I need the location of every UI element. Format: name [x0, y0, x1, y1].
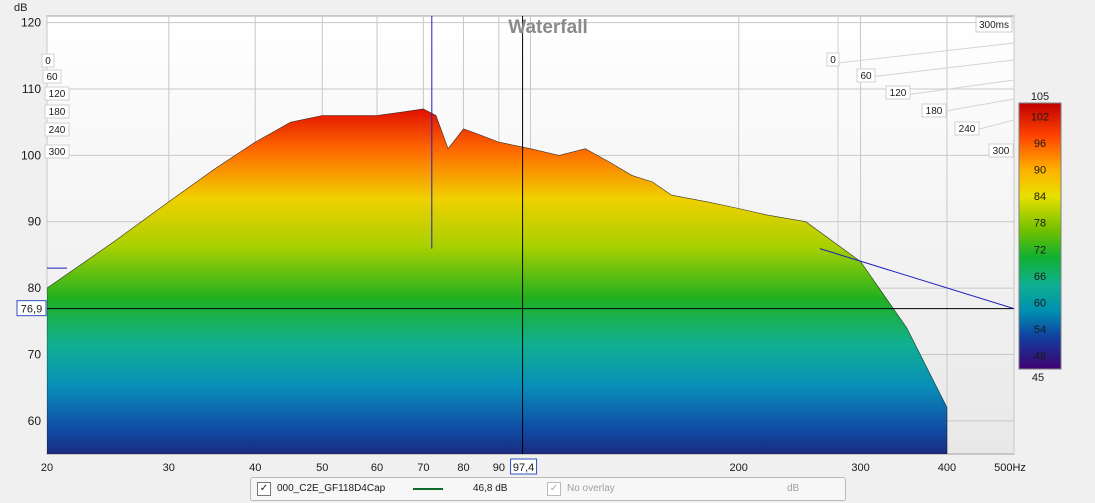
time-tick-label: 240 — [959, 124, 976, 135]
y-axis-label: dB — [14, 2, 27, 14]
time-tick-left-box — [44, 122, 70, 137]
cursor-blue-diag — [819, 248, 1015, 310]
y-cursor-readout: 76,9 — [16, 300, 47, 317]
time-label: 300ms — [979, 20, 1009, 31]
time-tick: 300 — [988, 143, 1014, 158]
time-tick-left: 60 — [42, 69, 62, 84]
colorbar-top-label: 105 — [1031, 91, 1049, 103]
x-tick-label: 300 — [851, 462, 869, 474]
time-tick-box — [921, 103, 947, 118]
x-tick-label: 40 — [249, 462, 261, 474]
time-label-box: 300ms — [975, 16, 1013, 33]
colorbar-tick-label: 90 — [1034, 165, 1046, 177]
waterfall-slice — [47, 108, 948, 454]
time-tick: 120 — [885, 85, 911, 100]
time-tick-left-label: 0 — [45, 56, 51, 67]
x-tick-label: 30 — [163, 462, 175, 474]
time-tick-left-box — [42, 69, 62, 84]
time-grid-line — [861, 59, 1015, 79]
cursor-crosshair: 76,9 97,4 — [16, 16, 1015, 475]
time-tick-left-label: 180 — [49, 107, 66, 118]
time-tick-box — [988, 143, 1014, 158]
x-tick-label: 20 — [41, 462, 53, 474]
x-tick-label: 60 — [371, 462, 383, 474]
time-tick-label: 60 — [860, 71, 872, 82]
time-tick-left-label: 60 — [46, 72, 58, 83]
time-tick-label: 180 — [926, 106, 943, 117]
time-grid-line — [837, 42, 1015, 64]
time-tick-left-box — [41, 53, 55, 68]
time-tick-label: 300 — [993, 146, 1010, 157]
x-tick-label: 90 — [493, 462, 505, 474]
time-tick-left: 300 — [44, 144, 70, 159]
time-tick: 60 — [856, 68, 876, 83]
y-tick-label: 100 — [21, 148, 41, 162]
x-cursor-readout-box — [510, 458, 538, 475]
series-line-swatch — [413, 488, 443, 490]
colorbar-tick-label: 60 — [1034, 298, 1046, 310]
y-tick-label: 70 — [28, 347, 42, 361]
colorbar-bottom-label: 45 — [1032, 372, 1044, 384]
colorbar: 102 96 90 84 78 72 66 60 54 48 105 45 — [1018, 91, 1062, 384]
time-tick-box — [856, 68, 876, 83]
colorbar-tick-label: 96 — [1034, 138, 1046, 150]
time-tick-box — [885, 85, 911, 100]
time-tick-left: 120 — [44, 86, 70, 101]
x-tick-label: 50 — [316, 462, 328, 474]
colorbar-tick-label: 72 — [1034, 244, 1046, 256]
x-tick-label: 70 — [417, 462, 429, 474]
time-tick-left: 180 — [44, 104, 70, 119]
time-tick-label: 120 — [890, 88, 907, 99]
y-tick-label: 90 — [28, 215, 42, 229]
time-tick-box — [954, 121, 980, 136]
x-tick-label: 500Hz — [994, 462, 1026, 474]
x-tick-label: 400 — [938, 462, 956, 474]
y-tick-label: 110 — [22, 82, 41, 96]
x-axis-ticks: 20 30 40 50 60 70 80 90 200 300 400 500Hz — [41, 462, 1026, 474]
time-tick-label: 0 — [830, 55, 836, 66]
y-tick-label: 120 — [21, 16, 41, 30]
y-tick-label: 80 — [28, 281, 42, 295]
time-tick-left-box — [44, 86, 70, 101]
overlay-unit: dB — [787, 483, 800, 494]
series-name: 000_C2E_GF118D4Cap — [277, 483, 386, 494]
time-axis-ticks: 0 60 120 180 240 300 0 60 120 180 240 300 — [41, 52, 1014, 159]
time-grid-line — [933, 98, 1015, 114]
time-tick: 240 — [954, 121, 980, 136]
time-tick-box — [826, 52, 840, 67]
chart-title: Waterfall — [508, 17, 588, 38]
legend-bar: ✓ 000_C2E_GF118D4Cap 46,8 dB ✓ No overla… — [250, 477, 846, 501]
colorbar-tick-label: 78 — [1034, 218, 1046, 230]
y-axis-ticks: 60 70 80 90 100 110 120 — [21, 16, 41, 428]
waterfall-surface — [47, 108, 948, 454]
time-tick-left-label: 120 — [49, 89, 66, 100]
time-grid-line — [897, 79, 1015, 97]
y-tick-label: 60 — [28, 414, 42, 428]
time-tick-left-box — [44, 104, 70, 119]
overlay-label: No overlay — [567, 483, 615, 494]
time-tick-left-label: 300 — [49, 147, 66, 158]
time-tick-left: 0 — [41, 53, 55, 68]
colorbar-tick-label: 102 — [1031, 111, 1049, 123]
time-tick: 0 — [826, 52, 840, 67]
x-tick-label: 80 — [457, 462, 469, 474]
overlay-checkbox[interactable]: ✓ — [547, 482, 561, 496]
colorbar-tick-label: 48 — [1034, 351, 1046, 363]
colorbar-tick-label: 84 — [1034, 191, 1046, 203]
x-cursor-readout: 97,4 — [510, 458, 538, 475]
series-checkbox[interactable]: ✓ — [257, 482, 271, 496]
colorbar-tick-label: 54 — [1034, 324, 1046, 336]
x-tick-label: 200 — [730, 462, 748, 474]
x-cursor-readout-text: 97,4 — [513, 462, 534, 474]
y-cursor-readout-text: 76,9 — [21, 304, 42, 316]
colorbar-gradient — [1018, 102, 1062, 370]
y-cursor-readout-box — [16, 300, 47, 317]
colorbar-tick-label: 66 — [1034, 271, 1046, 283]
time-tick: 180 — [921, 103, 947, 118]
time-tick-left-label: 240 — [49, 125, 66, 136]
time-tick-left: 240 — [44, 122, 70, 137]
series-value: 46,8 dB — [473, 483, 508, 494]
time-tick-left-box — [44, 144, 70, 159]
